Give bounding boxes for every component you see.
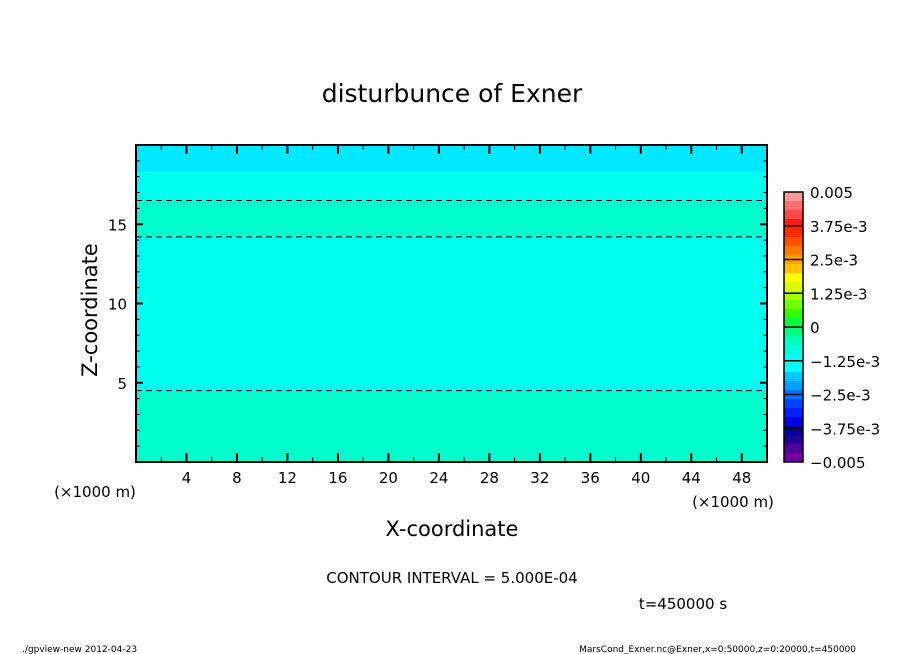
colorbar-swatch — [784, 192, 803, 202]
x-tick-label: 20 — [379, 469, 398, 487]
colorbar-swatch — [784, 399, 803, 409]
colorbar-swatch — [784, 453, 803, 463]
colorbar-swatch — [784, 201, 803, 211]
colorbar-swatch — [784, 318, 803, 328]
x-tick-label: 8 — [232, 469, 242, 487]
x-axis-label: X-coordinate — [386, 517, 519, 541]
x-tick-label: 28 — [480, 469, 499, 487]
colorbar-swatch — [784, 426, 803, 436]
colorbar-swatch — [784, 408, 803, 418]
colorbar-swatch — [784, 228, 803, 238]
x-tick-label: 40 — [631, 469, 650, 487]
contour-interval-text: CONTOUR INTERVAL = 5.000E-04 — [326, 569, 577, 587]
x-tick-label: 32 — [530, 469, 549, 487]
color-bands — [136, 145, 767, 462]
colorbar-swatch — [784, 417, 803, 427]
colorbar-label: −1.25e-3 — [810, 353, 880, 371]
colorbar-swatch — [784, 273, 803, 283]
colorbar-swatch — [784, 264, 803, 274]
colorbar-swatch — [784, 246, 803, 256]
colorbar-label: −0.005 — [810, 454, 866, 472]
colorbar-label: −2.5e-3 — [810, 387, 871, 405]
time-label: t=450000 s — [639, 595, 727, 613]
color-band — [136, 236, 767, 391]
color-band — [136, 200, 767, 237]
color-band — [136, 145, 767, 172]
y-tick-label: 5 — [117, 375, 127, 393]
colorbar-swatch — [784, 435, 803, 445]
y-tick-label: 15 — [108, 216, 127, 234]
footer-right: MarsCond_Exner.nc@Exner,x=0:50000,z=0:20… — [579, 645, 856, 654]
chart-title: disturbunce of Exner — [322, 79, 583, 108]
colorbar-label: 3.75e-3 — [810, 218, 868, 236]
x-tick-label: 16 — [328, 469, 347, 487]
x-tick-label: 44 — [682, 469, 701, 487]
colorbar-swatch — [784, 354, 803, 364]
colorbar-swatch — [784, 444, 803, 454]
colorbar-label: 2.5e-3 — [810, 252, 858, 270]
colorbar-swatch — [784, 237, 803, 247]
colorbar-swatch — [784, 309, 803, 319]
colorbar-frame — [783, 191, 804, 463]
colorbar-swatch — [784, 372, 803, 382]
color-band — [136, 171, 767, 201]
x-tick-label: 12 — [278, 469, 297, 487]
colorbar-swatch — [784, 300, 803, 310]
colorbar-swatch — [784, 282, 803, 292]
colorbar-label: 1.25e-3 — [810, 285, 868, 303]
x-tick-label: 36 — [581, 469, 600, 487]
colorbar-label: 0 — [810, 319, 820, 337]
colorbar-label: 0.005 — [810, 184, 853, 202]
y-tick-label: 10 — [108, 296, 127, 314]
x-tick-label: 4 — [182, 469, 192, 487]
colorbar-swatch — [784, 219, 803, 229]
colorbar-label: −3.75e-3 — [810, 420, 880, 438]
x-tick-label: 48 — [732, 469, 751, 487]
contour-lines — [136, 199, 767, 392]
colorbar-swatch — [784, 345, 803, 355]
colorbar-swatch — [784, 327, 803, 337]
color-band — [136, 390, 767, 462]
colorbar: 0.005 3.75e-3 2.5e-3 1.25e-3 0 −1.25e-3 −2.5e-… — [783, 184, 880, 472]
colorbar-swatch — [784, 381, 803, 391]
colorbar-swatch — [784, 210, 803, 220]
colorbar-swatch — [784, 363, 803, 373]
colorbar-swatch — [784, 336, 803, 346]
y-unit-label: (×1000 m) — [54, 483, 136, 501]
colorbar-swatch — [784, 291, 803, 301]
x-unit-label: (×1000 m) — [692, 493, 774, 511]
footer-left: ./gpview-new 2012-04-23 — [22, 645, 137, 654]
x-tick-label: 24 — [429, 469, 448, 487]
y-axis-label: Z-coordinate — [78, 243, 102, 377]
